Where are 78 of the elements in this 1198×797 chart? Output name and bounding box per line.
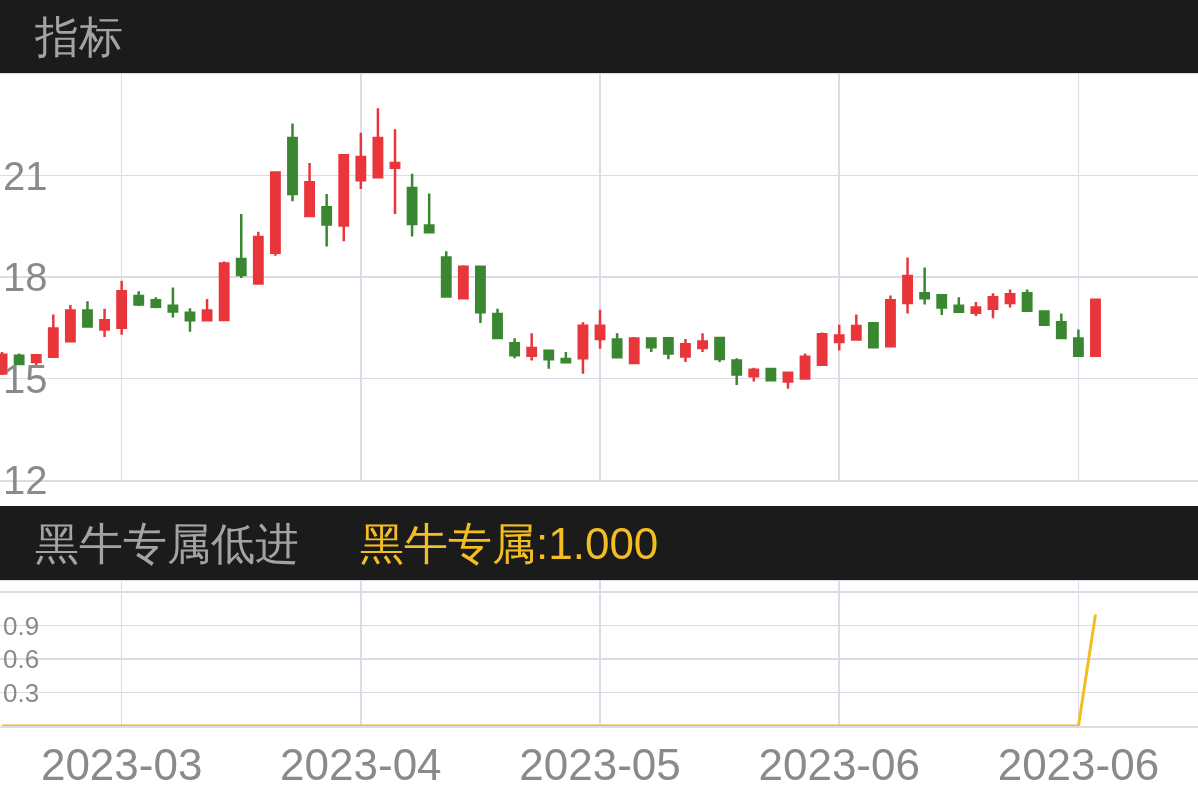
candlestick [1021,288,1033,313]
candlestick [577,321,589,376]
text: 黑牛专属:1.000 [360,519,659,568]
candlestick [714,336,726,364]
candlestick [1004,288,1016,309]
candlestick [1038,310,1050,326]
candlestick [987,291,999,320]
candlestick [697,331,708,354]
candlestick [47,313,59,359]
candlestick [953,296,965,314]
candlestick [680,337,691,364]
y-tick-label: 21 [3,153,48,198]
y-tick-label: 0.6 [3,644,40,675]
candlestick [662,336,674,361]
candlestick [867,321,879,350]
candlestick [526,331,538,362]
candlestick [133,289,145,308]
x-tick-label: 2023-06 [997,740,1160,790]
candlestick [184,306,196,334]
candlestick [440,250,452,298]
candlestick [457,263,469,300]
candlestick [833,323,845,352]
candlestick [799,352,811,380]
candlestick [1055,312,1067,340]
candlestick [389,127,401,216]
candlestick [850,313,862,341]
chart-title: 指标 [34,12,123,62]
candlestick [116,279,128,337]
candlestick [594,308,606,350]
candlestick [13,352,25,367]
y-tick-label: 18 [3,255,48,299]
candlestick [748,366,760,383]
candlestick [919,266,931,306]
candlestick [560,350,572,365]
candlestick [474,265,486,325]
candlestick [1072,328,1084,358]
candlestick [543,349,555,370]
candlestick [218,260,230,322]
candlestick [372,106,384,179]
x-tick-label: 2023-06 [758,740,920,790]
candlestick [885,294,896,348]
candlestick [731,356,743,387]
candlestick [201,297,213,322]
candlestick [99,307,110,339]
candlestick [304,161,316,218]
candlestick [645,335,657,354]
y-tick-label: 0.3 [3,677,40,708]
candlestick [1090,298,1101,358]
candlestick [611,331,623,360]
candlestick [782,371,794,390]
x-tick-label: 2023-05 [519,740,681,790]
candlestick [167,286,179,319]
chart-title: 黑牛专属低进 [35,518,299,568]
candlestick [338,153,350,243]
candlestick [355,131,367,191]
candlestick [82,300,93,329]
candlestick [150,296,162,310]
candlestick [252,230,264,285]
candlestick [765,367,777,383]
y-tick-label: 15 [3,356,48,401]
x-tick-label: 2023-03 [40,740,203,790]
y-tick-label: 12 [3,458,48,502]
y-tick-label: 0.9 [3,610,40,641]
candlestick [492,307,503,340]
candlestick [321,192,333,248]
candlestick [269,171,281,257]
candlestick [509,336,521,360]
candlestick [970,300,982,318]
candlestick [64,303,76,343]
candlestick [287,122,298,203]
candlestick [936,294,948,317]
candlestick [423,192,435,234]
candlestick [235,212,247,280]
candlestick [628,335,640,365]
candlestick [406,172,418,238]
candlestick [902,256,913,315]
x-tick-label: 2023-04 [280,740,442,790]
candlestick [816,331,828,366]
